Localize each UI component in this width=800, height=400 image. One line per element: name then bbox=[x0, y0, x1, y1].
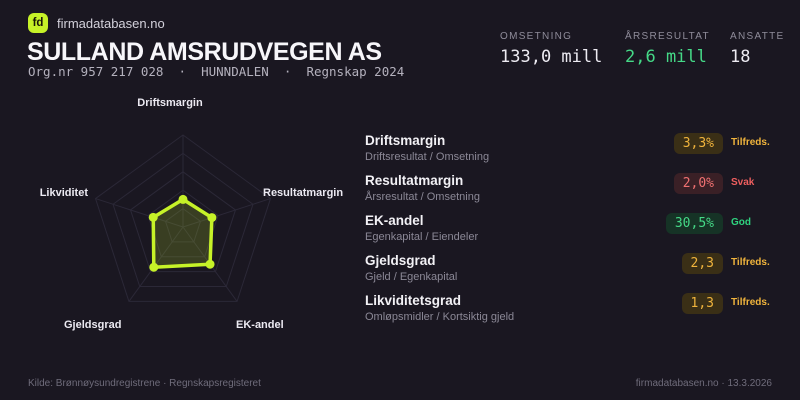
metric-text: Gjeldsgrad Gjeld / Egenkapital bbox=[365, 253, 657, 283]
status-label: Svak bbox=[731, 177, 755, 188]
key-figures: OMSETNING 133,0 mill ÅRSRESULTAT 2,6 mil… bbox=[500, 31, 784, 67]
footer-brand-date: firmadatabasen.no · 13.3.2026 bbox=[635, 378, 772, 389]
stat-omsetning: OMSETNING 133,0 mill bbox=[500, 31, 625, 67]
status-label: Tilfreds. bbox=[731, 137, 770, 148]
status-label: God bbox=[731, 217, 751, 228]
radar-axis-label-resultatmargin: Resultatmargin bbox=[263, 187, 344, 199]
metric-value-badge: 3,3% bbox=[673, 133, 723, 154]
metric-formula: Driftsresultat / Omsetning bbox=[365, 151, 490, 163]
badge-wrap: 2,0% bbox=[657, 173, 723, 194]
radar-axis-label-ek-andel: EK-andel bbox=[236, 319, 284, 331]
metric-value-badge: 30,5% bbox=[665, 213, 723, 234]
radar-axis-label-gjeldsgrad: Gjeldsgrad bbox=[64, 319, 122, 331]
brand[interactable]: fd firmadatabasen.no bbox=[28, 13, 165, 33]
metric-row-resultatmargin: Resultatmargin Årsresultat / Omsetning 2… bbox=[365, 173, 777, 213]
metric-text: Driftsmargin Driftsresultat / Omsetning bbox=[365, 133, 657, 163]
metric-title: Resultatmargin bbox=[365, 173, 464, 188]
badge-wrap: 30,5% bbox=[657, 213, 723, 234]
stat-label: ÅRSRESULTAT bbox=[625, 31, 710, 42]
stat-value: 2,6 mill bbox=[625, 47, 707, 67]
badge-wrap: 3,3% bbox=[657, 133, 723, 154]
badge-wrap: 1,3 bbox=[657, 293, 723, 314]
metric-text: Resultatmargin Årsresultat / Omsetning bbox=[365, 173, 657, 203]
company-title: SULLAND AMSRUDVEGEN AS bbox=[27, 38, 382, 66]
radar-axis-label-driftsmargin: Driftsmargin bbox=[137, 97, 203, 109]
stat-value: 18 bbox=[730, 47, 751, 67]
metric-formula: Omløpsmidler / Kortsiktig gjeld bbox=[365, 311, 515, 323]
metric-title: EK-andel bbox=[365, 213, 424, 228]
status-label: Tilfreds. bbox=[731, 297, 770, 308]
metric-text: Likviditetsgrad Omløpsmidler / Kortsikti… bbox=[365, 293, 657, 323]
metric-title: Likviditetsgrad bbox=[365, 293, 462, 308]
status-label: Tilfreds. bbox=[731, 257, 770, 268]
stat-value: 133,0 mill bbox=[500, 47, 603, 67]
firmadatabasen-logo-icon: fd bbox=[28, 13, 48, 33]
metric-row-likviditetsgrad: Likviditetsgrad Omløpsmidler / Kortsikti… bbox=[365, 293, 777, 333]
company-subtitle: Org.nr 957 217 028 · HUNNDALEN · Regnska… bbox=[28, 64, 405, 79]
metric-formula: Egenkapital / Eiendeler bbox=[365, 231, 479, 243]
metric-row-ek-andel: EK-andel Egenkapital / Eiendeler 30,5% G… bbox=[365, 213, 777, 253]
metric-value-badge: 1,3 bbox=[681, 293, 723, 314]
metric-list: Driftsmargin Driftsresultat / Omsetning … bbox=[365, 133, 777, 333]
metric-value-badge: 2,0% bbox=[673, 173, 723, 194]
stat-ansatte: ANSATTE 18 bbox=[730, 31, 784, 67]
metric-formula: Årsresultat / Omsetning bbox=[365, 191, 480, 203]
radar-chart bbox=[94, 134, 272, 302]
radar-axis-label-likviditet: Likviditet bbox=[39, 187, 88, 199]
badge-wrap: 2,3 bbox=[657, 253, 723, 274]
metric-row-driftsmargin: Driftsmargin Driftsresultat / Omsetning … bbox=[365, 133, 777, 173]
stat-arsresultat: ÅRSRESULTAT 2,6 mill bbox=[625, 31, 730, 67]
metric-title: Gjeldsgrad bbox=[365, 253, 436, 268]
footer-source: Kilde: Brønnøysundregistrene · Regnskaps… bbox=[28, 378, 261, 389]
metric-value-badge: 2,3 bbox=[681, 253, 723, 274]
metric-title: Driftsmargin bbox=[365, 133, 446, 148]
stat-label: ANSATTE bbox=[730, 31, 785, 42]
stat-label: OMSETNING bbox=[500, 31, 573, 42]
brand-name: firmadatabasen.no bbox=[57, 15, 165, 31]
metric-formula: Gjeld / Egenkapital bbox=[365, 271, 458, 283]
metric-row-gjeldsgrad: Gjeldsgrad Gjeld / Egenkapital 2,3 Tilfr… bbox=[365, 253, 777, 293]
metric-text: EK-andel Egenkapital / Eiendeler bbox=[365, 213, 657, 243]
